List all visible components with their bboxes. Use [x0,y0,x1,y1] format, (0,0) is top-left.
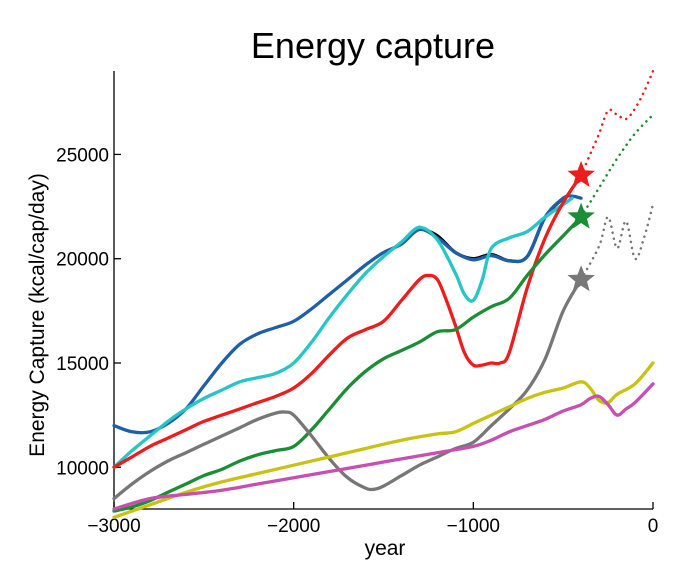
y-tick-label: 15000 [56,354,109,375]
chart-title: Energy capture [251,25,495,66]
series-line-3 [112,173,583,469]
series-line-2 [112,196,574,469]
y-tick-label: 25000 [56,145,109,166]
y-tick-label: 20000 [56,250,109,271]
x-tick-label: 0 [648,516,659,537]
series-line-10 [112,382,655,511]
star-marker-1 [567,202,595,229]
series-line-0 [417,196,565,264]
series-line-6-dotted [579,113,655,219]
series-layer [112,69,655,519]
series-line-1 [112,194,583,435]
series-line-7 [112,277,583,501]
series-line-9 [112,361,655,519]
x-tick-label: −3000 [87,516,140,537]
star-marker-0 [567,160,595,187]
y-axis-label: Energy Capture (kcal/cap/day) [26,173,49,457]
markers-layer [567,160,595,292]
series-line-4-dotted [579,69,655,177]
series-line-8-dotted [579,203,655,281]
x-tick-label: −1000 [447,516,500,537]
star-marker-2 [567,265,595,292]
x-tick-label: −2000 [267,516,320,537]
x-axis-label: year [365,537,406,560]
series-line-5 [112,215,583,513]
y-tick-label: 10000 [56,458,109,479]
axes: −3000 −2000 −1000 0 10000 15000 20000 25000 [56,71,658,537]
